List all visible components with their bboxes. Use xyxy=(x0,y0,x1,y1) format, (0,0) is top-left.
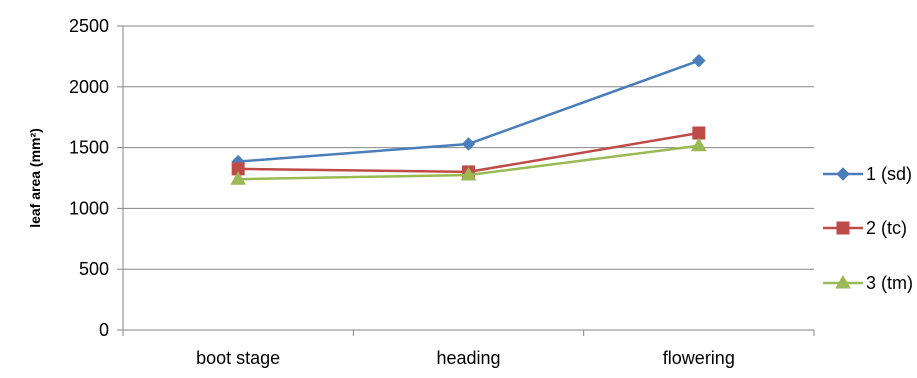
series-1 xyxy=(231,53,706,169)
x-tick-label: flowering xyxy=(663,348,735,368)
legend-marker xyxy=(836,167,850,181)
y-tick-label: 2000 xyxy=(69,77,109,97)
data-point xyxy=(230,171,247,185)
series-3 xyxy=(230,137,707,185)
legend-entry: 3 (tm) xyxy=(823,273,913,293)
legend: 1 (sd) 2 (tc) 3 (tm) xyxy=(823,164,913,293)
y-axis-title: leaf area (mm²) xyxy=(27,128,43,228)
y-tick-labels: 0 500 1000 1500 2000 2500 xyxy=(69,16,109,340)
legend-entry: 2 (tc) xyxy=(823,218,907,238)
data-point xyxy=(690,137,707,152)
data-point xyxy=(460,166,477,181)
legend-marker xyxy=(836,221,850,235)
x-tick-labels: boot stage heading flowering xyxy=(196,348,735,368)
legend-marker xyxy=(835,275,851,289)
y-tick-label: 2500 xyxy=(69,16,109,36)
legend-label: 1 (sd) xyxy=(866,164,912,184)
y-tick-label: 0 xyxy=(99,320,109,340)
data-point xyxy=(692,126,706,140)
y-tick-label: 1000 xyxy=(69,198,109,218)
legend-label: 3 (tm) xyxy=(866,273,913,293)
axes xyxy=(117,25,815,336)
x-tick-label: boot stage xyxy=(196,348,280,368)
legend-entry: 1 (sd) xyxy=(823,164,912,184)
y-tick-label: 1500 xyxy=(69,138,109,158)
legend-label: 2 (tc) xyxy=(866,218,907,238)
data-point xyxy=(692,53,706,68)
data-point xyxy=(461,137,476,151)
y-tick-label: 500 xyxy=(79,259,109,279)
x-tick-label: heading xyxy=(436,348,500,368)
series xyxy=(230,53,707,185)
